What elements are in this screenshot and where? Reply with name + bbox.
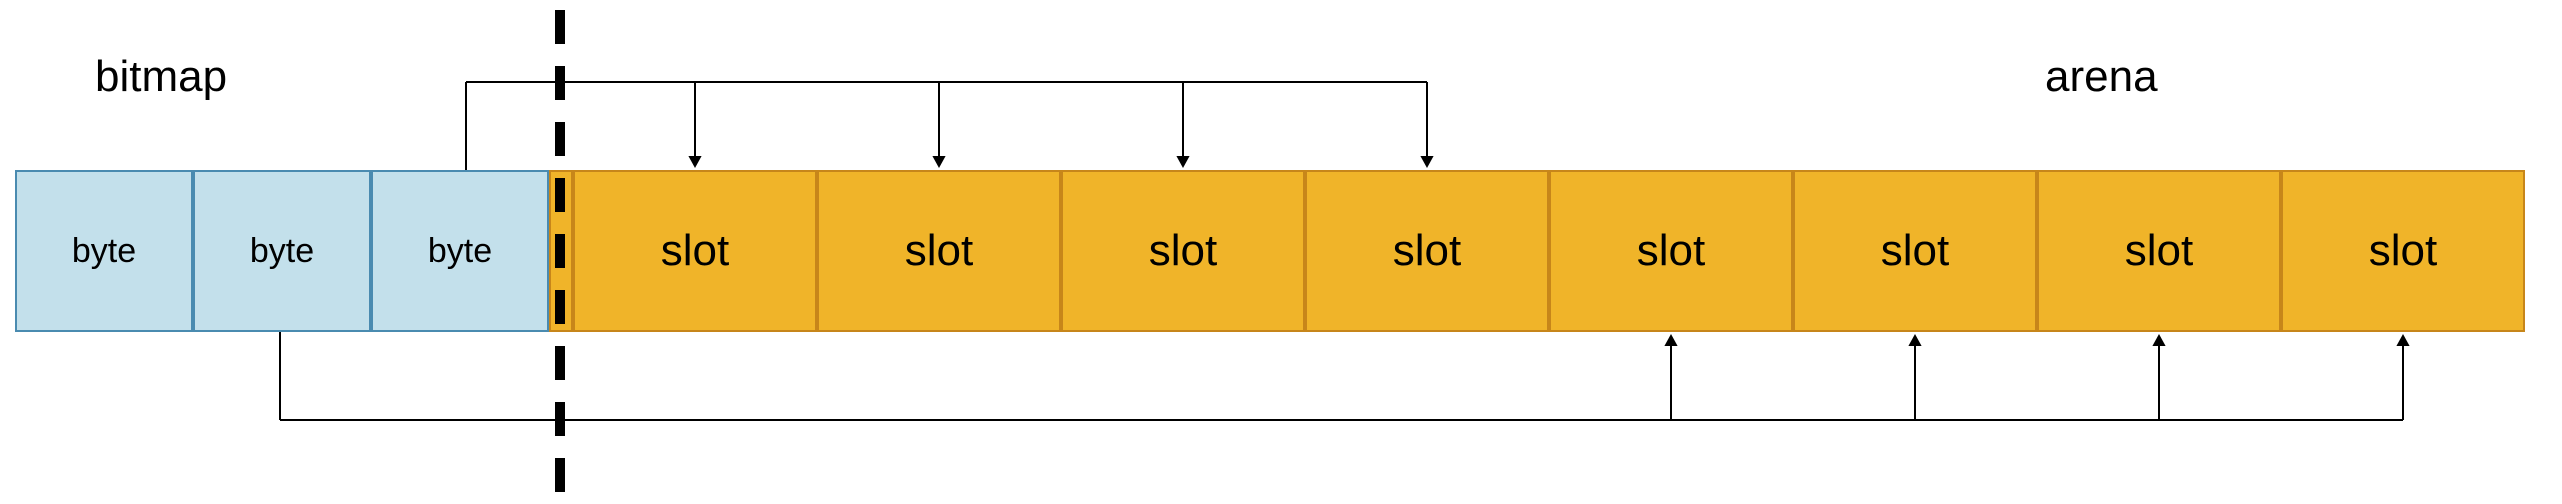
slot-cell: slot xyxy=(2281,170,2525,332)
byte-cell: byte xyxy=(15,170,193,332)
slot-cell: slot xyxy=(2037,170,2281,332)
byte-cell: byte xyxy=(193,170,371,332)
arena-label: arena xyxy=(2045,52,2158,102)
slot-row: slotslotslotslotslotslotslotslot xyxy=(573,170,2525,332)
arena-sliver xyxy=(549,170,573,332)
slot-cell: slot xyxy=(1549,170,1793,332)
slot-cell: slot xyxy=(1793,170,2037,332)
slot-cell: slot xyxy=(1061,170,1305,332)
slot-cell: slot xyxy=(817,170,1061,332)
slot-cell: slot xyxy=(1305,170,1549,332)
slot-cell: slot xyxy=(573,170,817,332)
byte-cell: byte xyxy=(371,170,549,332)
byte-row: bytebytebyte xyxy=(15,170,549,332)
diagram-stage: bitmap arena bytebytebyte slotslotslotsl… xyxy=(0,0,2562,504)
bitmap-label: bitmap xyxy=(95,52,227,102)
